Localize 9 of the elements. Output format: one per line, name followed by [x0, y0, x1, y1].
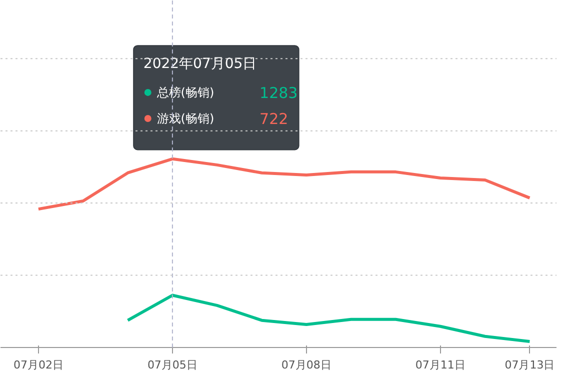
text: 1283 — [260, 84, 298, 102]
x-tick-label: 07月13日 — [504, 358, 555, 372]
x-tick-label: 07月08日 — [281, 358, 332, 372]
legend-label: 游戏(畅销) — [156, 111, 214, 126]
text: 722 — [260, 110, 288, 128]
x-tick-label: 07月11日 — [415, 358, 466, 372]
x-tick-label: 07月05日 — [147, 358, 198, 372]
legend-label: 总榜(畅销) — [156, 85, 214, 100]
x-tick-label: 07月02日 — [13, 358, 64, 372]
